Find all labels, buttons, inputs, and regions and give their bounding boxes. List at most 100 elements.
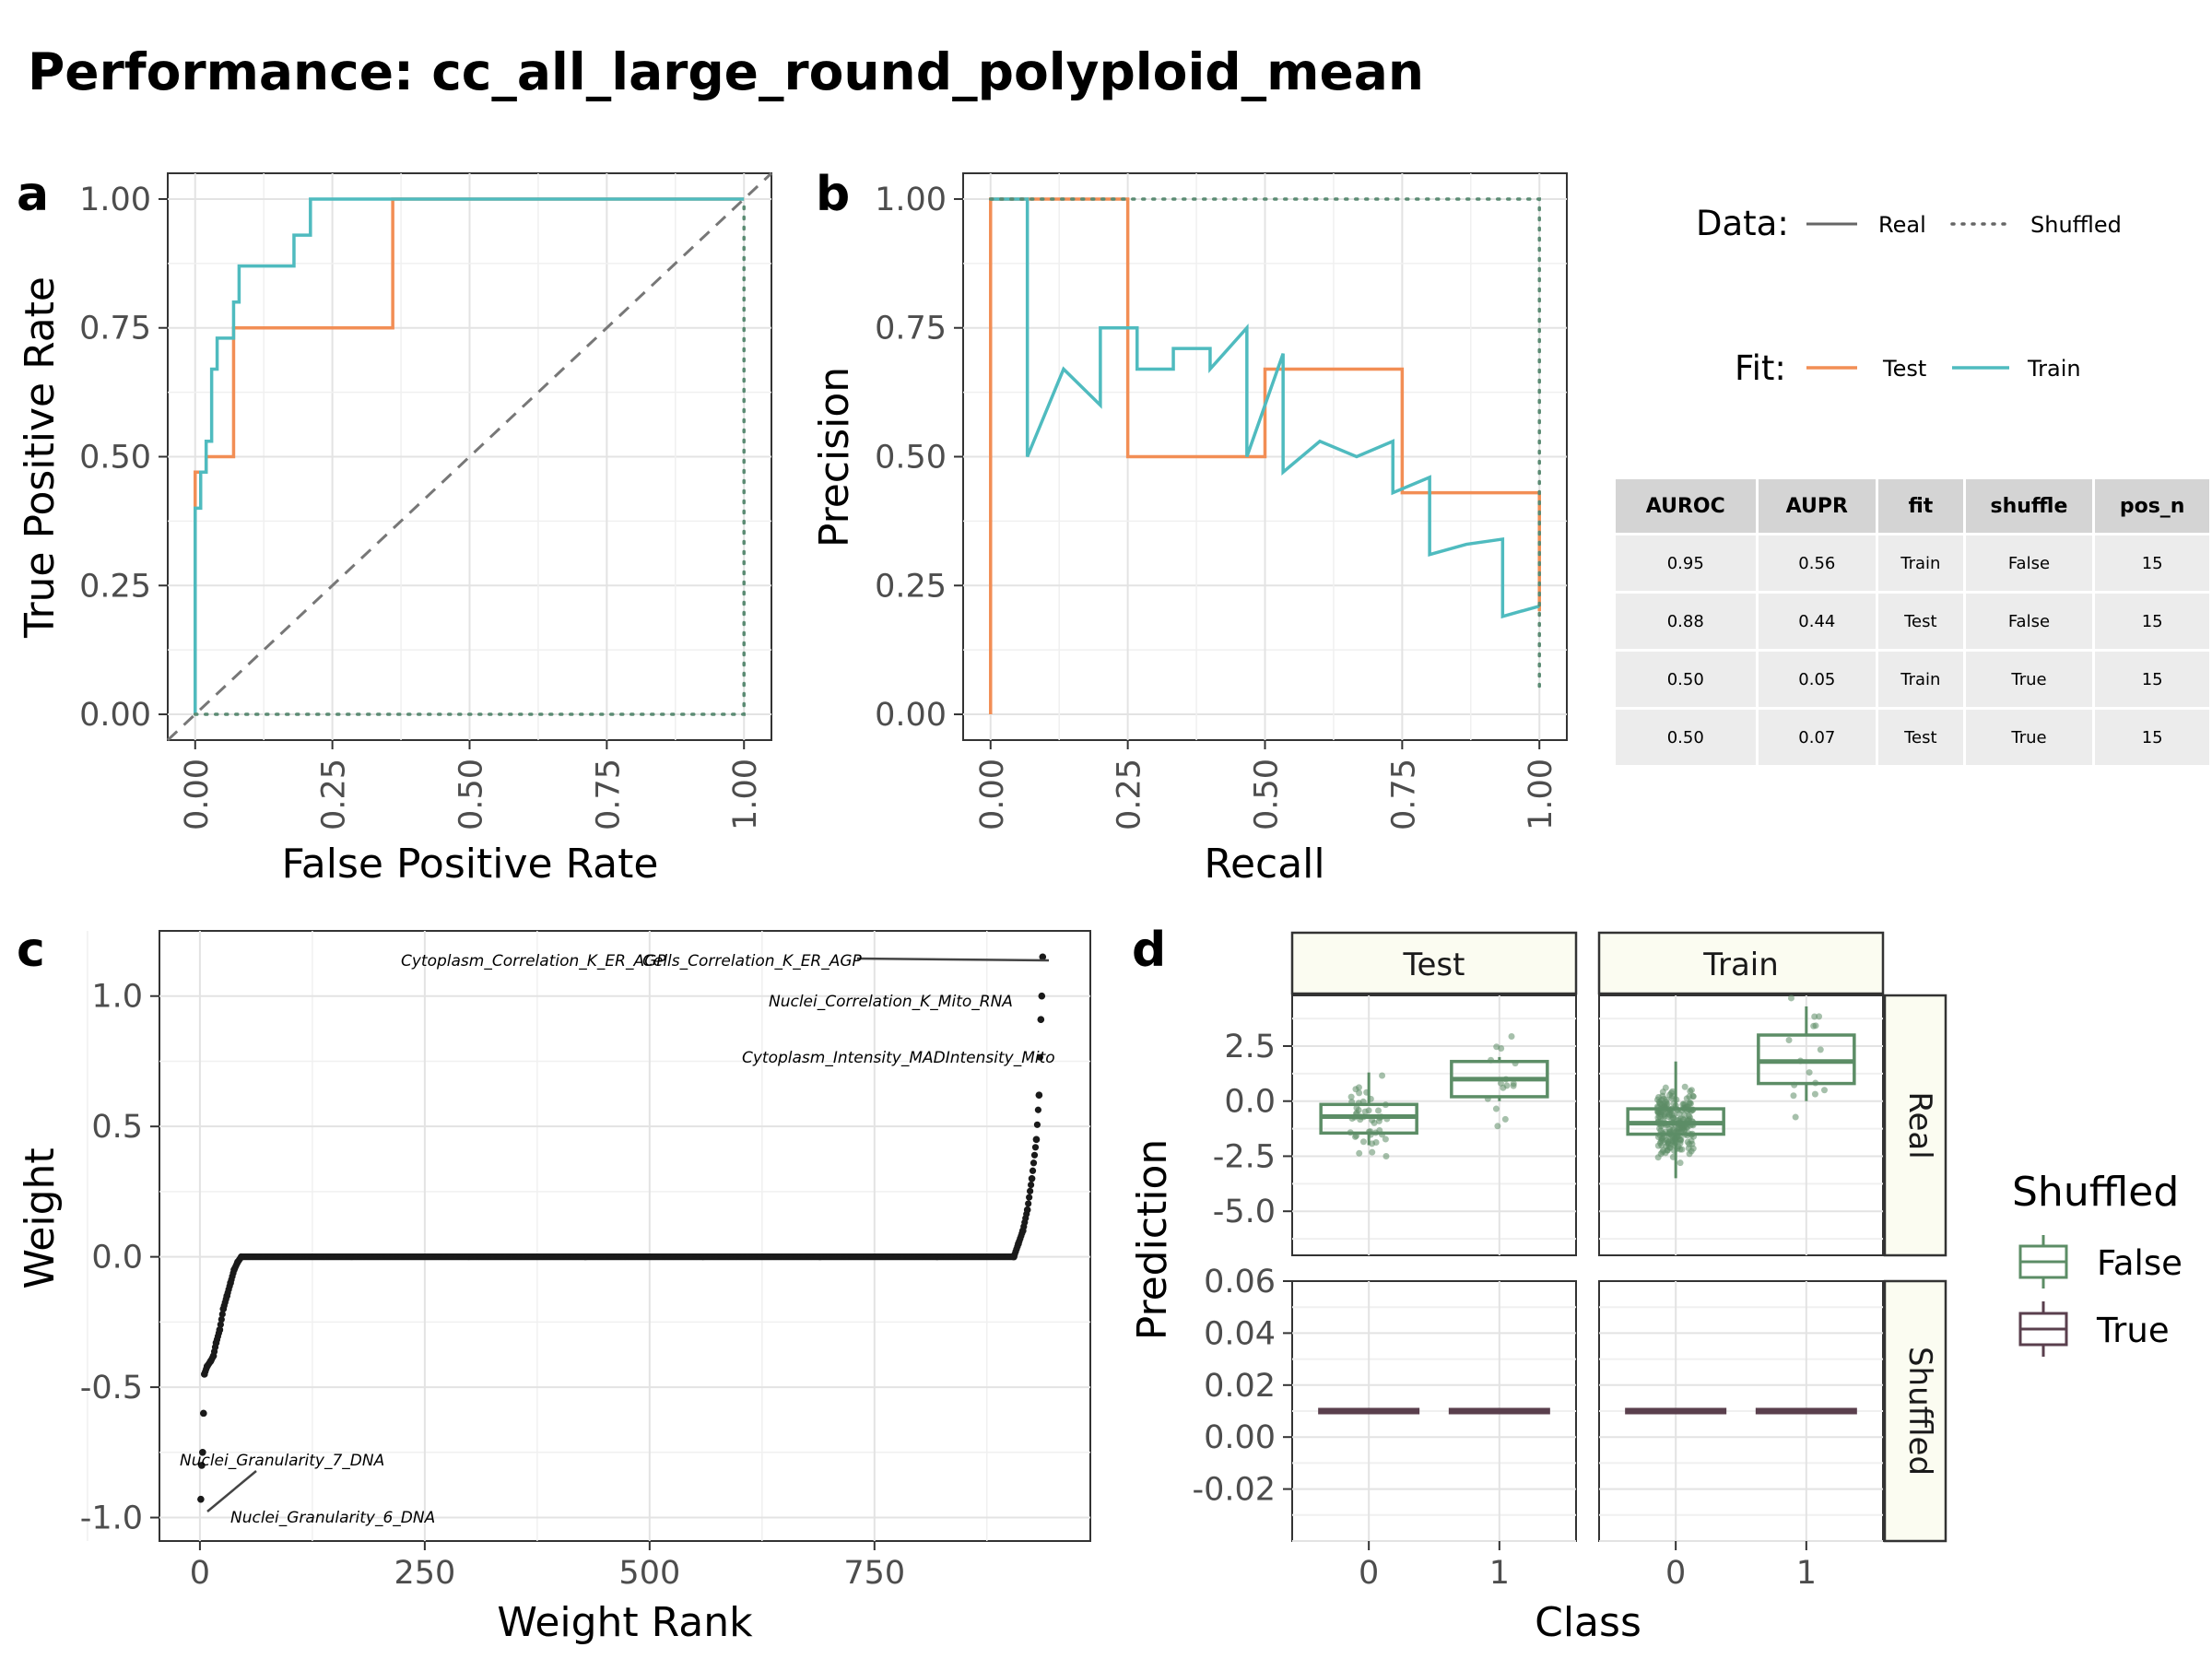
prediction-point [1658, 1142, 1665, 1149]
weight-point [218, 1311, 226, 1318]
weight-point [216, 1326, 224, 1334]
annotation-label: Cells_Correlation_K_ER_AGP [642, 952, 863, 971]
x-tick-label: 0 [190, 1555, 210, 1592]
y-tick-label: 0.02 [1204, 1368, 1276, 1405]
panel-b-marks [989, 197, 1541, 715]
prediction-point [1687, 1113, 1694, 1121]
x-tick-label: 0.25 [316, 759, 353, 830]
y-tick-label: 0.25 [875, 568, 947, 605]
annotation-label: Nuclei_Granularity_7_DNA [180, 1452, 384, 1470]
y-tick-label: -0.02 [1192, 1472, 1276, 1509]
weight-point [230, 1265, 238, 1274]
prediction-point [1359, 1138, 1367, 1146]
panel-d-xlabel: Class [1535, 1599, 1641, 1646]
panel-c-grid [87, 931, 1090, 1541]
y-tick-label: 1.00 [875, 182, 947, 218]
weight-point [197, 1495, 205, 1503]
table-cell: 15 [2095, 652, 2209, 707]
panel-d-ylabel: Prediction [1129, 1139, 1176, 1341]
prediction-point [1687, 1100, 1694, 1107]
panel-c-annotations: Cytoplasm_Correlation_K_ER_AGPCells_Corr… [180, 952, 1055, 1527]
annotation-label: Cytoplasm_Intensity_MADIntensity_Mito [742, 1049, 1055, 1067]
legend-true-label: True [2096, 1311, 2170, 1350]
stats-header-auroc: AUROC [1616, 479, 1756, 533]
table-row: 0.50 0.07 Test True 15 [1616, 710, 2209, 765]
prediction-point [1352, 1086, 1359, 1093]
y-tick-label: 1.00 [79, 182, 151, 218]
table-cell: True [1965, 710, 2093, 765]
weight-point [1034, 1106, 1042, 1113]
prediction-point [1659, 1148, 1666, 1156]
legend-test-label: Test [1882, 356, 1926, 382]
prediction-point [1369, 1148, 1376, 1156]
series-line-test [989, 197, 1541, 715]
table-cell: 0.50 [1616, 710, 1756, 765]
panel-a-marks [166, 171, 773, 742]
x-tick-label: 1 [1796, 1555, 1817, 1592]
weight-point [198, 1462, 206, 1469]
facet-strip-shuffled [1883, 1279, 1947, 1543]
prediction-point [1382, 1135, 1389, 1143]
prediction-point [1811, 1090, 1818, 1098]
weight-point [227, 1279, 234, 1287]
facet-strip-test [1290, 931, 1578, 995]
weight-point [1038, 992, 1046, 1000]
series-line-train [194, 197, 745, 715]
weight-point [1019, 1227, 1027, 1235]
table-cell: 0.88 [1616, 594, 1756, 649]
x-tick-label: 250 [394, 1555, 455, 1592]
prediction-point [1676, 1111, 1683, 1118]
prediction-point [1664, 1139, 1671, 1147]
annotation-connector [206, 1470, 257, 1512]
legend-train-label: Train [2027, 356, 2081, 382]
legend-false-label: False [2097, 1243, 2183, 1283]
stats-table-header-row: AUROC AUPR fit shuffle pos_n [1616, 479, 2209, 533]
prediction-point [1654, 1114, 1662, 1122]
prediction-point [1361, 1108, 1369, 1115]
y-tick-label: 0.04 [1204, 1315, 1276, 1352]
weight-point [218, 1315, 225, 1324]
weight-point [1025, 1200, 1032, 1207]
x-tick-label: 0.00 [974, 759, 1011, 830]
panel-a: a 0.00 0.25 0.50 0.75 1.00 0.00 0.25 0.50 0.75 1.… [17, 167, 773, 888]
prediction-point [1686, 1150, 1693, 1158]
panel-a-label: a [17, 167, 49, 222]
panel-b-ticks: 0.00 0.25 0.50 0.75 1.00 0.00 0.25 0.50 0.75 1.00 [875, 182, 1559, 830]
table-cell: Test [1878, 710, 1963, 765]
panel-b-xlabel: Recall [1204, 841, 1324, 888]
y-tick-label: -2.5 [1213, 1138, 1276, 1175]
series-line-train [990, 197, 1540, 619]
table-row: 0.50 0.05 Train True 15 [1616, 652, 2209, 707]
weight-point [1029, 1167, 1037, 1174]
legend-data-title: Data: [1696, 204, 1789, 243]
table-cell: False [1965, 594, 2093, 649]
prediction-point [1662, 1084, 1669, 1091]
weight-point [1032, 1135, 1041, 1144]
table-cell: Train [1878, 652, 1963, 707]
weight-point [1026, 1194, 1033, 1201]
x-tick-label: 0.25 [1112, 759, 1148, 830]
weight-point [212, 1339, 220, 1347]
prediction-point [1792, 1113, 1799, 1121]
y-tick-label: 0.50 [875, 440, 947, 477]
stats-header-pos-n: pos_n [2095, 479, 2209, 533]
annotation-label: Nuclei_Granularity_6_DNA [230, 1509, 435, 1527]
y-tick-label: -5.0 [1213, 1194, 1276, 1230]
weight-point [209, 1352, 218, 1359]
panel-b: b 0.00 0.25 0.50 0.75 1.00 0.00 0.25 0.50 0.75 1.… [811, 167, 1568, 888]
table-row: 0.95 0.56 Train False 15 [1616, 535, 2209, 591]
weight-point [217, 1321, 224, 1328]
weight-point [1015, 1240, 1022, 1248]
table-cell: 0.50 [1616, 652, 1756, 707]
prediction-point [1806, 1069, 1813, 1077]
prediction-point [1654, 1154, 1662, 1161]
table-cell: Train [1878, 535, 1963, 591]
facet-strip-train [1597, 931, 1885, 995]
y-tick-label: 0.5 [91, 1109, 143, 1146]
facet-strip-label: Real [1901, 1091, 1938, 1159]
weight-point [1030, 1151, 1039, 1159]
table-cell: Test [1878, 594, 1963, 649]
y-tick-label: 2.5 [1224, 1029, 1276, 1065]
prediction-point [1510, 1080, 1517, 1088]
